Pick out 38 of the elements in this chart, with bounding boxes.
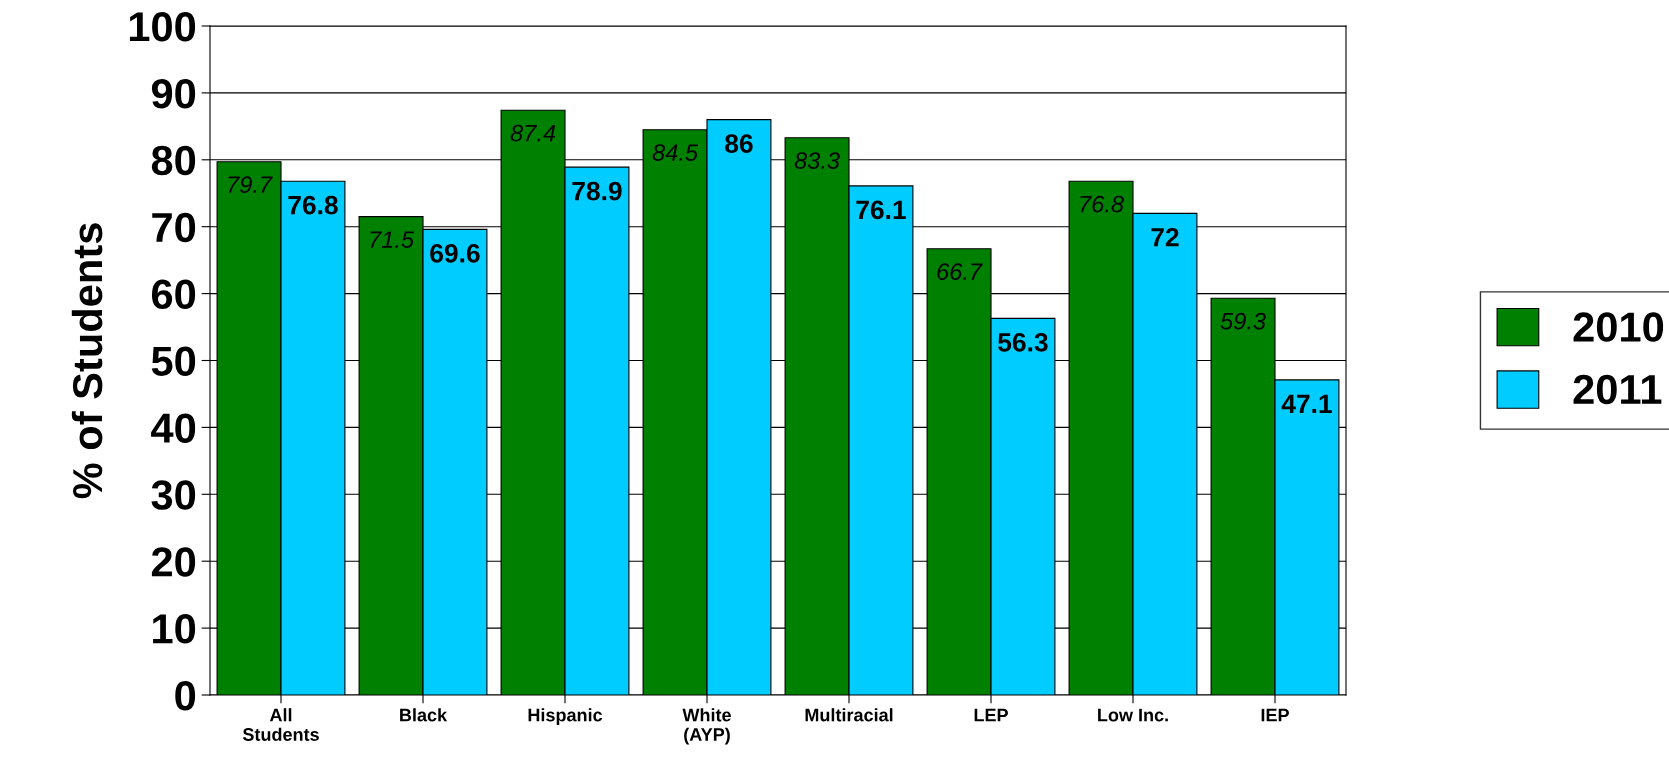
y-tick-label: 70 — [152, 212, 196, 243]
data-label: 79.7 — [228, 176, 273, 194]
x-tick-label: Multiracial — [805, 708, 893, 722]
y-tick-label: 90 — [151, 78, 196, 109]
x-tick-label: LEP — [974, 708, 1008, 722]
data-label: 76.1 — [856, 200, 906, 220]
data-label: 47.1 — [1281, 394, 1332, 413]
data-label: 69.6 — [430, 243, 480, 263]
y-tick-label: 100 — [129, 12, 196, 42]
legend-label: 2010 — [1573, 312, 1664, 342]
x-tick-label: Low Inc. — [1098, 708, 1168, 722]
y-tick-label: 40 — [151, 413, 196, 443]
y-tick-label: 50 — [151, 346, 196, 377]
data-label: 86 — [725, 134, 753, 153]
data-label: 83.3 — [794, 152, 840, 169]
data-label: 87.4 — [510, 124, 556, 142]
data-label: 59.3 — [1220, 312, 1266, 330]
data-label: 76.8 — [1080, 195, 1124, 213]
data-label: 72 — [1151, 227, 1179, 247]
data-label: 78.9 — [572, 181, 622, 201]
x-tick-label: White (AYP) — [682, 708, 731, 745]
data-label: 84.5 — [652, 144, 699, 161]
x-tick-label: Hispanic — [528, 708, 603, 726]
y-tick-label: 20 — [151, 547, 196, 577]
y-tick-label: 60 — [151, 279, 196, 310]
x-tick-label: IEP — [1261, 708, 1289, 722]
legend-label: 2011 — [1573, 374, 1662, 405]
data-label: 66.7 — [937, 263, 983, 281]
x-tick-label: Black — [400, 708, 448, 722]
x-tick-label: All Students — [242, 708, 319, 741]
data-label: 76.8 — [288, 195, 338, 215]
data-label: 71.5 — [370, 231, 415, 248]
data-label: 56.3 — [998, 332, 1048, 352]
y-tick-label: 30 — [151, 480, 196, 510]
y-tick-label: 80 — [151, 145, 196, 176]
y-tick-label: 0 — [175, 681, 196, 711]
y-axis-title: % of Students — [71, 223, 103, 499]
y-tick-label: 10 — [153, 614, 196, 644]
